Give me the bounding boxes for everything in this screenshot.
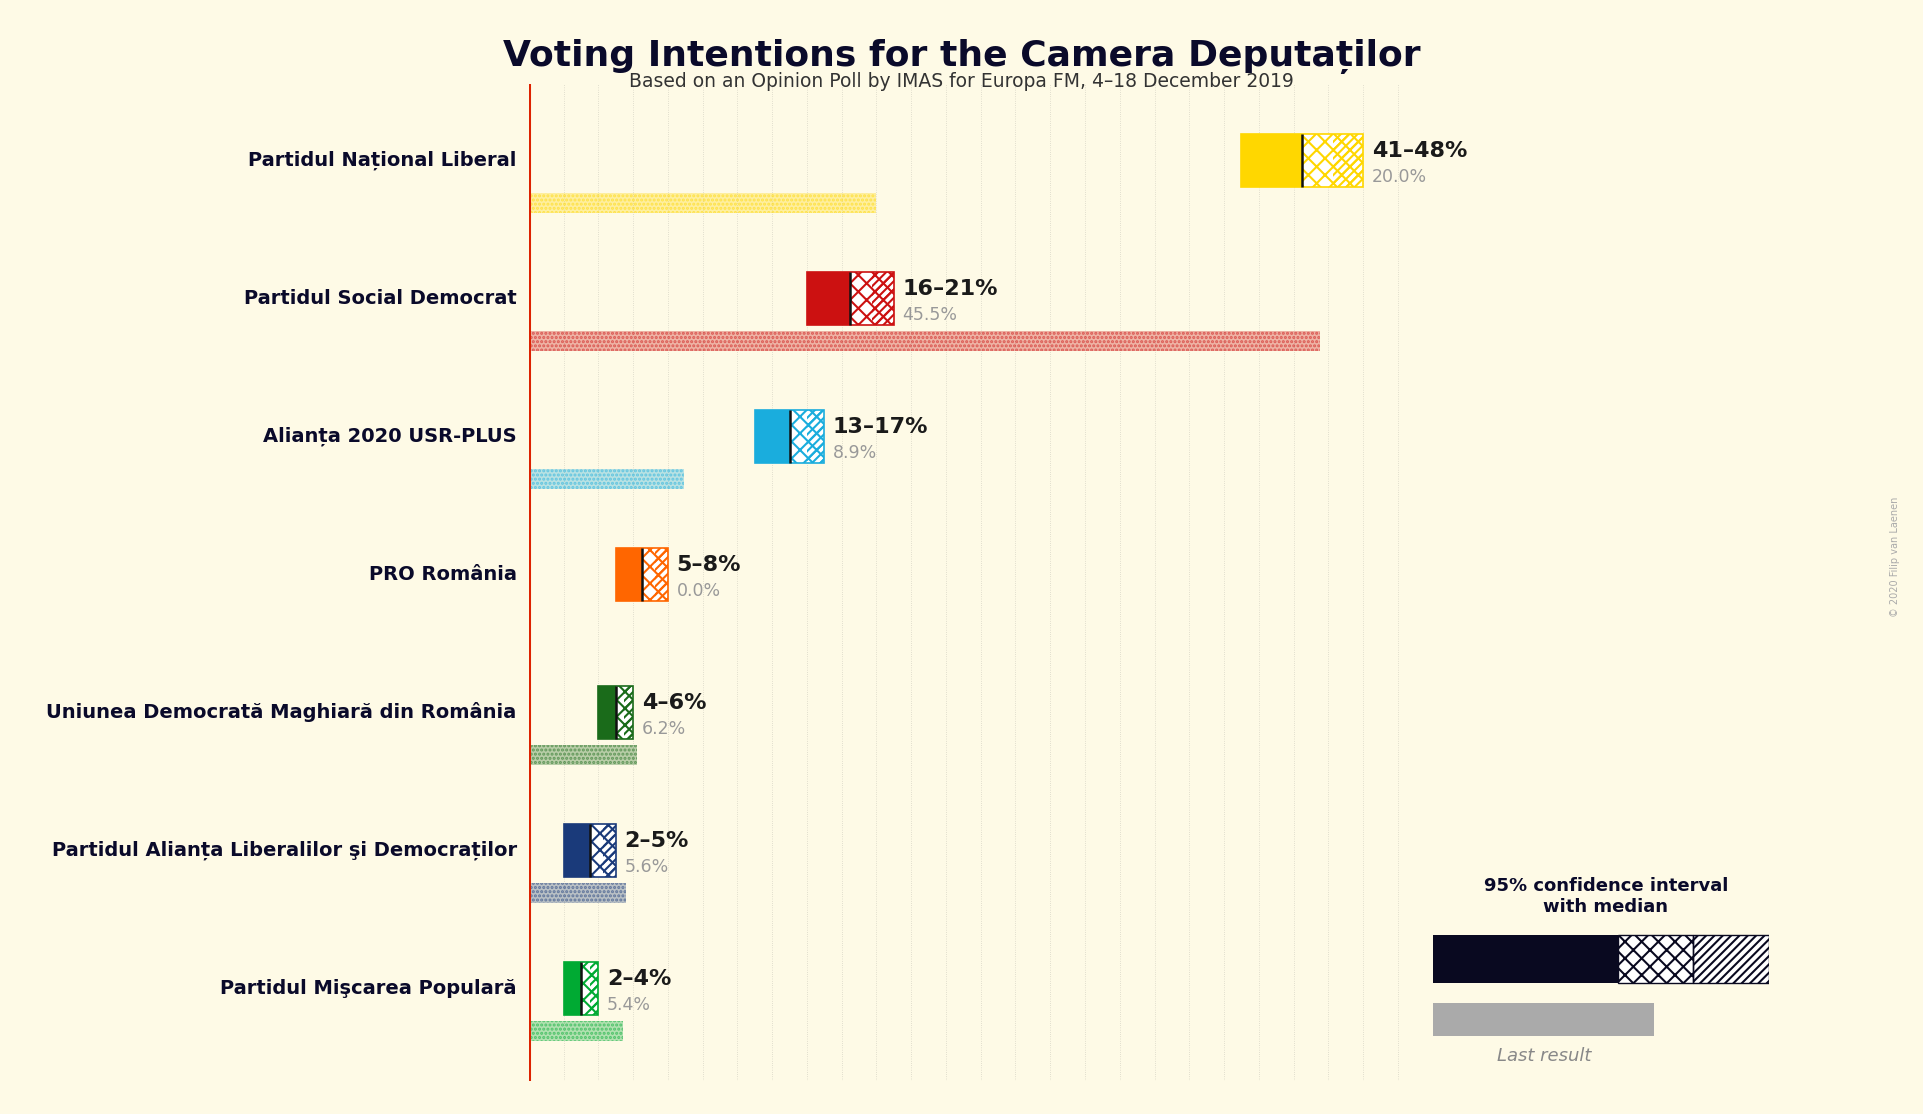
- Text: Partidul Mişcarea Populară: Partidul Mişcarea Populară: [219, 979, 517, 998]
- Bar: [563, 824, 590, 877]
- Bar: [790, 410, 825, 463]
- Text: 45.5%: 45.5%: [902, 305, 958, 324]
- Text: 16–21%: 16–21%: [902, 280, 998, 299]
- Bar: [581, 962, 598, 1015]
- Bar: [1617, 935, 1694, 984]
- Text: 13–17%: 13–17%: [833, 417, 929, 437]
- Text: 5.6%: 5.6%: [625, 858, 669, 876]
- Bar: [656, 548, 667, 600]
- Text: 6.2%: 6.2%: [642, 720, 687, 737]
- Bar: [808, 272, 850, 325]
- Text: 8.9%: 8.9%: [833, 443, 877, 461]
- Bar: [615, 548, 642, 600]
- Bar: [529, 193, 877, 213]
- Bar: [581, 962, 598, 1015]
- Bar: [598, 686, 633, 739]
- Bar: [529, 883, 627, 903]
- Text: Alianța 2020 USR-PLUS: Alianța 2020 USR-PLUS: [263, 427, 517, 446]
- Bar: [529, 1022, 623, 1042]
- Bar: [529, 331, 1319, 351]
- Bar: [615, 548, 667, 600]
- Bar: [1617, 935, 1694, 984]
- Bar: [529, 745, 637, 765]
- Bar: [850, 272, 894, 325]
- Bar: [563, 824, 615, 877]
- Bar: [850, 272, 894, 325]
- Bar: [790, 410, 825, 463]
- Bar: [615, 686, 633, 739]
- Text: 41–48%: 41–48%: [1371, 141, 1467, 162]
- Text: Last result: Last result: [1496, 1047, 1592, 1065]
- Bar: [590, 824, 615, 877]
- Text: Partidul Social Democrat: Partidul Social Democrat: [244, 289, 517, 307]
- Text: Partidul Alianța Liberalilor şi Democraților: Partidul Alianța Liberalilor şi Democraț…: [52, 841, 517, 860]
- Text: 95% confidence interval
with median: 95% confidence interval with median: [1483, 878, 1729, 916]
- Bar: [873, 272, 894, 325]
- Bar: [756, 410, 790, 463]
- Bar: [625, 686, 633, 739]
- Bar: [1242, 134, 1302, 187]
- Text: 2–4%: 2–4%: [608, 969, 671, 989]
- Bar: [1333, 134, 1363, 187]
- Bar: [563, 962, 581, 1015]
- Text: 2–5%: 2–5%: [625, 831, 688, 851]
- Bar: [1433, 935, 1617, 984]
- Bar: [590, 824, 615, 877]
- Bar: [1242, 134, 1363, 187]
- Text: © 2020 Filip van Laenen: © 2020 Filip van Laenen: [1890, 497, 1900, 617]
- Text: 0.0%: 0.0%: [677, 582, 721, 599]
- Bar: [563, 962, 598, 1015]
- Text: Partidul Național Liberal: Partidul Național Liberal: [248, 150, 517, 170]
- Bar: [529, 469, 683, 489]
- Bar: [808, 410, 825, 463]
- Bar: [598, 686, 615, 739]
- Bar: [756, 410, 825, 463]
- Bar: [590, 962, 598, 1015]
- Text: Based on an Opinion Poll by IMAS for Europa FM, 4–18 December 2019: Based on an Opinion Poll by IMAS for Eur…: [629, 72, 1294, 91]
- Bar: [1694, 935, 1769, 984]
- Bar: [808, 272, 894, 325]
- Text: 4–6%: 4–6%: [642, 693, 706, 713]
- Bar: [1302, 134, 1363, 187]
- Bar: [602, 824, 615, 877]
- Bar: [1302, 134, 1363, 187]
- Text: 5.4%: 5.4%: [608, 996, 652, 1014]
- Text: 5–8%: 5–8%: [677, 555, 740, 575]
- Bar: [529, 883, 627, 903]
- Bar: [615, 686, 633, 739]
- Text: 20.0%: 20.0%: [1371, 167, 1427, 186]
- Bar: [529, 1022, 623, 1042]
- Text: Uniunea Democrată Maghiară din România: Uniunea Democrată Maghiară din România: [46, 703, 517, 723]
- Bar: [529, 193, 877, 213]
- Bar: [529, 745, 637, 765]
- Bar: [529, 469, 683, 489]
- Bar: [642, 548, 667, 600]
- Text: PRO România: PRO România: [369, 565, 517, 584]
- Bar: [1694, 935, 1769, 984]
- Text: Voting Intentions for the Camera Deputaților: Voting Intentions for the Camera Deputaț…: [502, 39, 1421, 74]
- Bar: [642, 548, 667, 600]
- Bar: [529, 331, 1319, 351]
